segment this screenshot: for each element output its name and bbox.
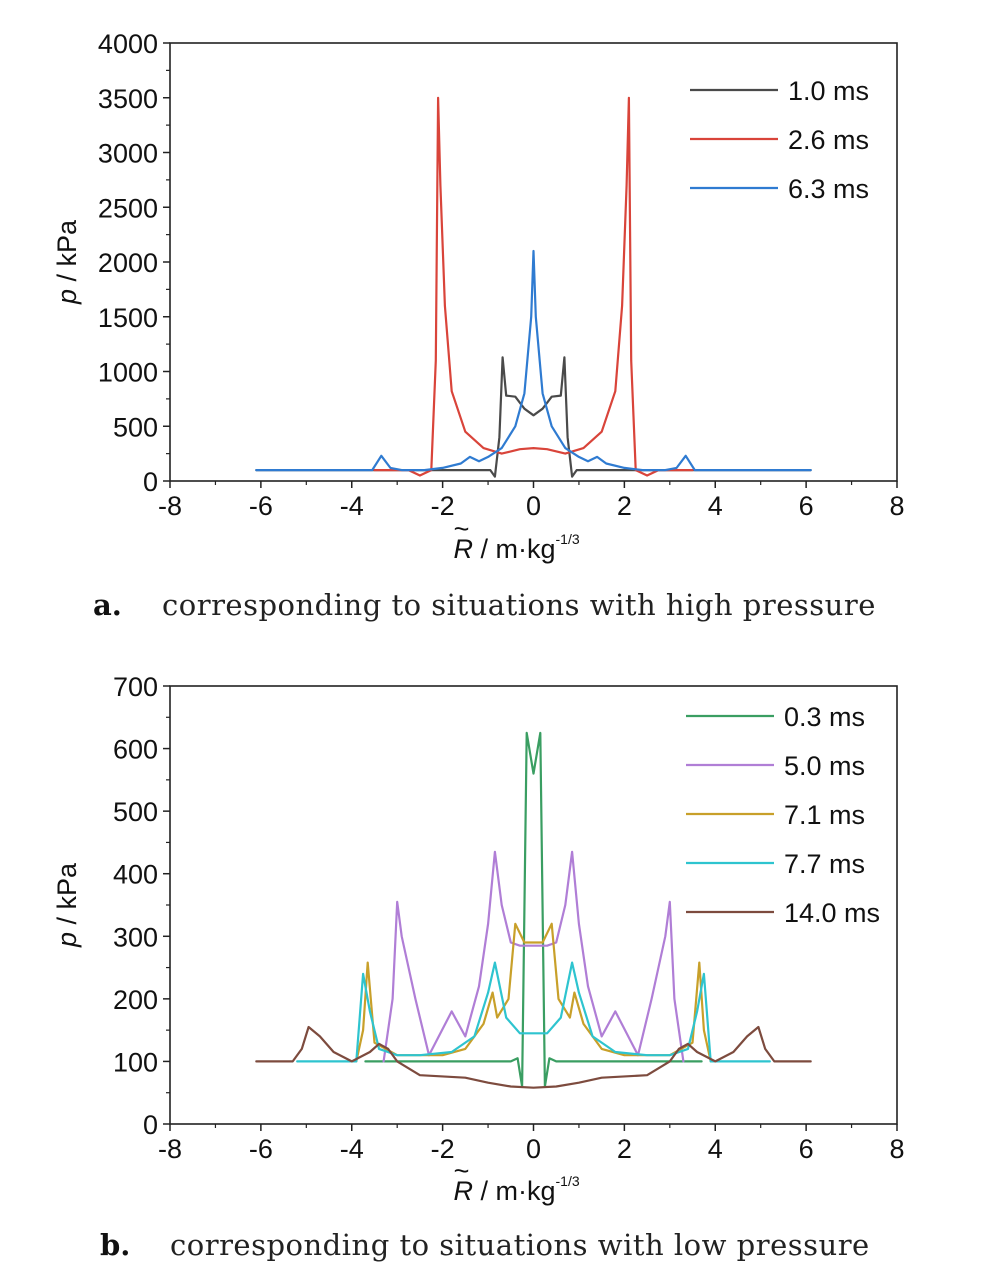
x-axis-exponent: -1/3 xyxy=(556,1173,580,1189)
legend-label: 5.0 ms xyxy=(784,751,865,781)
legend-label: 0.3 ms xyxy=(784,702,865,732)
y-axis-title: p / kPa xyxy=(52,219,82,305)
y-tick-label: 2500 xyxy=(98,193,158,223)
y-tick-label: 0 xyxy=(143,1110,158,1140)
y-tick-label: 500 xyxy=(113,412,158,442)
y-tick-label: 500 xyxy=(113,797,158,827)
y-tick-label: 0 xyxy=(143,467,158,497)
y-tick-label: 600 xyxy=(113,735,158,765)
series-line-7-7-ms xyxy=(296,961,771,1063)
y-axis-title: p / kPa xyxy=(52,862,82,948)
chart-panel-b: -8 -6 -4 -2 0 2 4 6 8 0 100 200 300 400 500 600 700 0.3 m… xyxy=(52,672,905,1262)
y-tick-label: 1000 xyxy=(98,358,158,388)
x-tick-label: -6 xyxy=(249,1134,273,1164)
y-axis-symbol: p xyxy=(52,289,82,305)
legend-label: 6.3 ms xyxy=(788,174,869,204)
y-tick-label: 2000 xyxy=(98,248,158,278)
x-tick-label: 8 xyxy=(889,491,904,521)
x-axis-symbol: R xyxy=(454,1176,474,1206)
x-axis-accent: ~ xyxy=(454,514,470,544)
x-axis-title: R / m·kg-1/3 xyxy=(454,1173,580,1206)
x-tick-label: -8 xyxy=(158,1134,182,1164)
legend-label: 7.7 ms xyxy=(784,849,865,879)
x-axis-accent: ~ xyxy=(454,1156,470,1186)
series-line-6-3-ms xyxy=(255,249,812,472)
y-tick-label: 400 xyxy=(113,860,158,890)
series-line-2-6-ms xyxy=(373,96,694,477)
caption-letter: b. xyxy=(100,1228,130,1262)
x-axis-title: R / m·kg-1/3 xyxy=(454,531,580,564)
y-axis-unit: / kPa xyxy=(52,862,82,932)
x-tick-label: 6 xyxy=(799,1134,814,1164)
legend-label: 2.6 ms xyxy=(788,125,869,155)
y-tick-label: 3000 xyxy=(98,139,158,169)
chart-panel-a: -8 -6 -4 -2 0 2 4 6 8 0 500 1000 1500 2000 2500 3000 350… xyxy=(52,29,905,622)
y-axis-symbol: p xyxy=(52,932,82,948)
x-tick-label: 4 xyxy=(708,491,723,521)
x-tick-label: 2 xyxy=(617,491,632,521)
x-tick-label: 0 xyxy=(526,491,541,521)
y-tick-label: 3500 xyxy=(98,84,158,114)
y-tick-label: 300 xyxy=(113,922,158,952)
legend-label: 14.0 ms xyxy=(784,898,880,928)
x-tick-label: -8 xyxy=(158,491,182,521)
x-axis-symbol: R xyxy=(454,534,474,564)
x-axis-unit: / m·kg xyxy=(473,1176,556,1206)
x-tick-label: -6 xyxy=(249,491,273,521)
caption-letter: a. xyxy=(93,588,122,622)
series-line-1-0-ms xyxy=(255,356,812,478)
y-tick-label: 4000 xyxy=(98,29,158,59)
x-axis-exponent: -1/3 xyxy=(556,531,580,547)
y-tick-label: 100 xyxy=(113,1047,158,1077)
legend-label: 7.1 ms xyxy=(784,800,865,830)
y-axis-unit: / kPa xyxy=(52,219,82,289)
x-tick-label: -4 xyxy=(340,491,364,521)
x-tick-label: 4 xyxy=(708,1134,723,1164)
series-line-5-0-ms xyxy=(382,850,685,1063)
y-tick-label: 200 xyxy=(113,985,158,1015)
legend-label: 1.0 ms xyxy=(788,76,869,106)
x-axis-unit: / m·kg xyxy=(473,534,556,564)
x-tick-label: -4 xyxy=(340,1134,364,1164)
caption-text: corresponding to situations with low pre… xyxy=(170,1228,870,1262)
x-tick-label: -2 xyxy=(431,1134,455,1164)
y-tick-label: 1500 xyxy=(98,303,158,333)
series-line-0-3-ms xyxy=(364,731,703,1088)
x-tick-label: -2 xyxy=(431,491,455,521)
x-tick-label: 0 xyxy=(526,1134,541,1164)
y-tick-label: 700 xyxy=(113,672,158,702)
series-line-7-1-ms xyxy=(355,922,712,1063)
x-tick-label: 2 xyxy=(617,1134,632,1164)
x-tick-label: 6 xyxy=(799,491,814,521)
x-tick-label: 8 xyxy=(889,1134,904,1164)
series-line-14-0-ms xyxy=(255,1025,812,1089)
caption-text: corresponding to situations with high pr… xyxy=(162,588,876,622)
